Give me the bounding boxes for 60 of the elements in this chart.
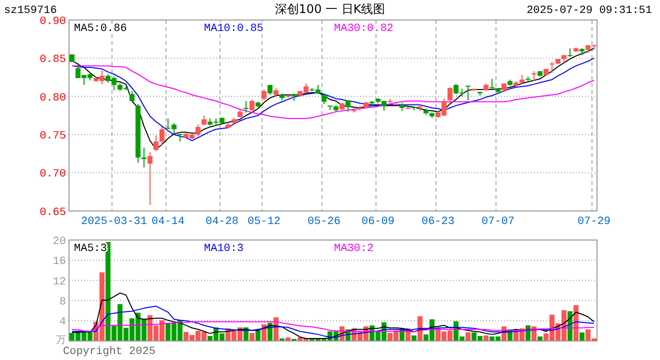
x-tick-label: 06-23 — [421, 216, 455, 228]
candlestick — [238, 108, 242, 118]
y-tick-label: 0.75 — [40, 130, 66, 142]
candlestick — [490, 78, 494, 90]
y-tick-label: 16 — [52, 256, 66, 268]
y-tick-label: 0.85 — [40, 54, 66, 66]
line-series — [72, 65, 594, 120]
y-tick-label: 0.70 — [40, 168, 66, 181]
candlestick — [250, 98, 254, 112]
y-tick-label: 0.65 — [40, 206, 66, 219]
y-tick-label: 8 — [59, 296, 66, 308]
candlestick — [130, 90, 134, 104]
candlestick — [202, 115, 206, 126]
candlestick — [148, 152, 152, 206]
candlestick — [550, 62, 554, 74]
y-tick-label: 20 — [52, 236, 66, 248]
bar — [574, 305, 578, 341]
x-tick-label: 07-29 — [577, 216, 611, 228]
text: MA30:2 — [334, 243, 374, 255]
candlestick — [142, 147, 146, 168]
text: MA10:3 — [204, 243, 244, 255]
candlestick — [466, 85, 470, 101]
line-series — [72, 306, 594, 338]
x-tick-label: 04-28 — [205, 216, 239, 228]
x-tick-label: 07-07 — [481, 216, 515, 228]
x-tick-label: 05-26 — [307, 216, 341, 228]
candlestick — [322, 94, 326, 105]
chart-title: 深创100 一 日K线图 — [274, 2, 386, 16]
candlestick — [154, 134, 158, 152]
text: MA30:0.82 — [334, 23, 394, 35]
candlestick — [532, 70, 536, 82]
y-axis-title: 万 — [56, 335, 66, 346]
text: MA5:0.86 — [74, 23, 127, 35]
candlestick — [160, 126, 164, 146]
bar — [580, 332, 584, 341]
line-series — [72, 292, 594, 339]
candlestick — [244, 100, 248, 113]
bar — [466, 332, 470, 341]
y-tick-label: 4 — [59, 316, 66, 329]
candlestick — [448, 86, 452, 104]
bar — [250, 332, 254, 341]
y-tick-label: 0.80 — [40, 92, 66, 104]
text: 2025-07-29 09:31:51 — [526, 5, 652, 17]
text: MA10:0.85 — [204, 23, 264, 35]
bar — [484, 335, 488, 341]
candlestick — [262, 89, 266, 101]
x-tick-label: 04-14 — [151, 216, 185, 228]
candlestick — [196, 124, 200, 137]
candlestick — [346, 100, 350, 112]
bar — [256, 330, 260, 341]
line-series — [72, 321, 594, 332]
x-tick-label: 2025-03-31 — [80, 216, 148, 228]
line-series — [72, 48, 594, 150]
text: Copyright 2025 — [63, 346, 156, 358]
bar — [412, 335, 416, 341]
y-tick-label: 12 — [52, 276, 66, 288]
x-tick-label: 06-09 — [361, 216, 395, 228]
x-tick-label: 05-12 — [247, 216, 281, 228]
y-tick-label: 0.90 — [40, 16, 66, 28]
text: sz159716 — [4, 5, 57, 17]
